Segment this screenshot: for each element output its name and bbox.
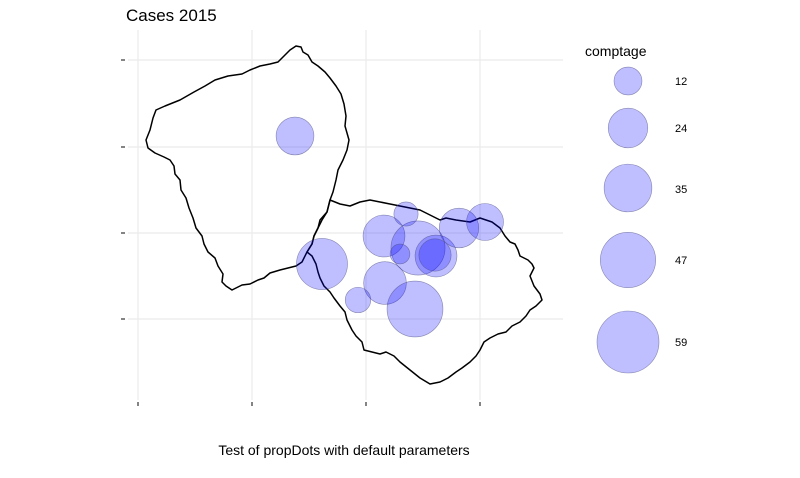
legend-dot-5 <box>596 310 660 374</box>
dot-4 <box>390 220 446 276</box>
legend: comptage 12 24 35 47 59 <box>585 43 687 374</box>
dot-2 <box>362 214 406 258</box>
dot-11 <box>466 203 504 241</box>
legend-label-3: 35 <box>675 184 687 196</box>
region-boundaries <box>145 45 543 385</box>
dots-layer <box>275 116 504 338</box>
legend-label-4: 47 <box>675 255 687 267</box>
legend-dot-3 <box>603 163 653 213</box>
dot-12 <box>418 238 452 272</box>
dot-8 <box>344 286 372 314</box>
legend-label-2: 24 <box>675 123 687 135</box>
dot-13 <box>386 280 444 338</box>
boundary-south-region <box>306 199 543 385</box>
boundary-north-region <box>145 45 350 291</box>
dot-5 <box>296 238 348 290</box>
legend-title: comptage <box>585 43 647 59</box>
dot-7 <box>389 243 411 265</box>
axis-ticks <box>121 59 481 406</box>
legend-label-1: 12 <box>675 76 687 88</box>
map-title: Cases 2015 <box>126 6 217 25</box>
legend-label-5: 59 <box>675 337 687 349</box>
dot-10 <box>438 207 480 249</box>
legend-dot-4 <box>600 232 656 288</box>
caption: Test of propDots with default parameters <box>218 442 469 458</box>
dot-6 <box>393 201 419 227</box>
dot-3 <box>363 261 407 305</box>
legend-dot-1 <box>613 66 643 96</box>
dot-1 <box>275 116 315 156</box>
legend-dot-2 <box>607 107 649 149</box>
